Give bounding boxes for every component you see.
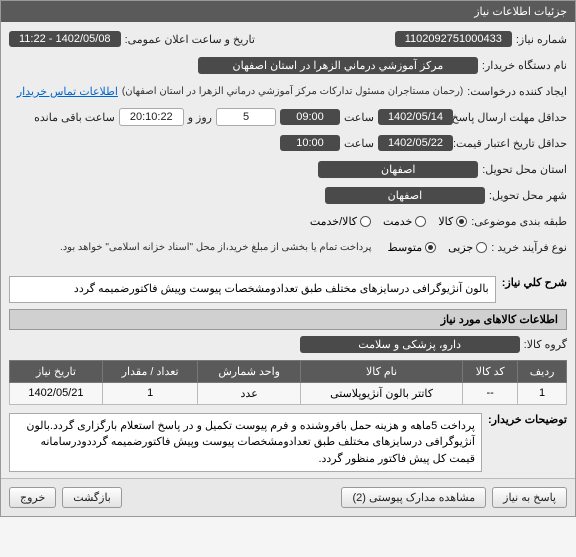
row-group: گروه کالا: دارو، پزشکی و سلامت — [9, 334, 567, 356]
buyer-notes-label: توضیحات خریدار: — [488, 413, 567, 426]
cell-name: کاتتر بالون آنژیوپلاستی — [300, 382, 462, 404]
radio-medium-circle — [425, 242, 436, 253]
payment-note: پرداخت تمام یا بخشی از مبلغ خرید،از محل … — [60, 242, 372, 253]
buyer-label: نام دستگاه خریدار: — [482, 59, 567, 72]
radio-service-label: خدمت — [383, 215, 412, 228]
validity-label: حداقل تاریخ اعتبار قیمت: تا تاریخ: — [457, 137, 567, 150]
validity-date: 1402/05/22 — [378, 135, 453, 151]
goods-section-header: اطلاعات کالاهای مورد نیاز — [9, 309, 567, 330]
need-details-panel: جزئیات اطلاعات نیاز شماره نیاز: 11020927… — [0, 0, 576, 517]
radio-minor[interactable]: جزیی — [448, 241, 487, 254]
radio-both-label: کالا/خدمت — [310, 215, 357, 228]
remaining-suffix: ساعت باقی مانده — [34, 111, 115, 124]
creator-value: (رحمان مستاجران مسئول تدارکات مرکز آموزش… — [122, 86, 463, 97]
buyer-notes-text: پرداخت 5ماهه و هزینه حمل بافروشنده و فرم… — [9, 413, 482, 473]
category-label: طبقه بندی موضوعی: — [471, 215, 567, 228]
back-button[interactable]: بازگشت — [62, 487, 122, 508]
days-and-label: روز و — [188, 111, 212, 124]
contact-link[interactable]: اطلاعات تماس خریدار — [17, 85, 118, 98]
cell-date: 1402/05/21 — [10, 382, 103, 404]
announce-label: تاریخ و ساعت اعلان عمومی: — [125, 33, 255, 46]
panel-title: جزئیات اطلاعات نیاز — [1, 1, 575, 22]
time-label-2: ساعت — [344, 137, 374, 150]
row-city: شهر محل تحویل: اصفهان — [9, 184, 567, 206]
category-radio-group: کالا خدمت کالا/خدمت — [310, 215, 467, 228]
time-remaining: 20:10:22 — [119, 108, 184, 126]
creator-label: ایجاد کننده درخواست: — [467, 85, 567, 98]
radio-goods-label: کالا — [438, 215, 453, 228]
col-name: نام کالا — [300, 360, 462, 382]
button-bar: پاسخ به نیاز مشاهده مدارک پیوستی (2) باز… — [1, 478, 575, 516]
deadline-date: 1402/05/14 — [378, 109, 453, 125]
summary-block: شرح کلي نياز: بالون آنژیوگرافی درسایزهای… — [9, 276, 567, 303]
announce-value: 1402/05/08 - 11:22 — [9, 31, 121, 47]
attachments-button[interactable]: مشاهده مدارک پیوستی (2) — [341, 487, 486, 508]
radio-service[interactable]: خدمت — [383, 215, 426, 228]
radio-goods[interactable]: کالا — [438, 215, 467, 228]
radio-medium[interactable]: متوسط — [388, 241, 437, 254]
respond-button[interactable]: پاسخ به نیاز — [492, 487, 567, 508]
row-need-number: شماره نیاز: 1102092751000433 تاریخ و ساع… — [9, 28, 567, 50]
row-process: نوع فرآیند خرید : جزیی متوسط پرداخت تمام… — [9, 236, 567, 258]
location-label: استان محل تحویل: — [482, 163, 567, 176]
radio-both-circle — [360, 216, 371, 227]
row-deadline: حداقل مهلت ارسال پاسخ: تا تاریخ: 1402/05… — [9, 106, 567, 128]
panel-body: شماره نیاز: 1102092751000433 تاریخ و ساع… — [1, 22, 575, 478]
radio-both[interactable]: کالا/خدمت — [310, 215, 371, 228]
buyer-value: مرکز آموزشي درماني الزهرا در استان اصفها… — [198, 57, 478, 74]
process-label: نوع فرآیند خرید : — [491, 241, 567, 254]
radio-goods-circle — [456, 216, 467, 227]
radio-service-circle — [415, 216, 426, 227]
exit-button[interactable]: خروج — [9, 487, 56, 508]
col-code: کد کالا — [463, 360, 518, 382]
row-creator: ایجاد کننده درخواست: (رحمان مستاجران مسئ… — [9, 80, 567, 102]
row-validity: حداقل تاریخ اعتبار قیمت: تا تاریخ: 1402/… — [9, 132, 567, 154]
row-buyer: نام دستگاه خریدار: مرکز آموزشي درماني ال… — [9, 54, 567, 76]
need-number-value: 1102092751000433 — [395, 31, 512, 47]
cell-row: 1 — [518, 382, 567, 404]
cell-code: -- — [463, 382, 518, 404]
goods-table: ردیف کد کالا نام کالا واحد شمارش تعداد /… — [9, 360, 567, 405]
col-unit: واحد شمارش — [198, 360, 300, 382]
radio-medium-label: متوسط — [388, 241, 423, 254]
table-header-row: ردیف کد کالا نام کالا واحد شمارش تعداد /… — [10, 360, 567, 382]
table-row[interactable]: 1 -- کاتتر بالون آنژیوپلاستی عدد 1 1402/… — [10, 382, 567, 404]
row-category: طبقه بندی موضوعی: کالا خدمت کالا/خدمت — [9, 210, 567, 232]
days-remaining: 5 — [216, 108, 276, 126]
summary-label: شرح کلي نياز: — [502, 276, 567, 289]
buyer-notes-block: توضیحات خریدار: پرداخت 5ماهه و هزینه حمل… — [9, 413, 567, 473]
validity-time: 10:00 — [280, 135, 340, 151]
col-date: تاریخ نیاز — [10, 360, 103, 382]
process-radio-group: جزیی متوسط — [388, 241, 488, 254]
row-location: استان محل تحویل: اصفهان — [9, 158, 567, 180]
city-label: شهر محل تحویل: — [489, 189, 567, 202]
cell-unit: عدد — [198, 382, 300, 404]
col-qty: تعداد / مقدار — [102, 360, 198, 382]
need-number-label: شماره نیاز: — [516, 33, 567, 46]
time-label-1: ساعت — [344, 111, 374, 124]
summary-text: بالون آنژیوگرافی درسایزهای مختلف طبق تعد… — [9, 276, 496, 303]
deadline-label: حداقل مهلت ارسال پاسخ: تا تاریخ: — [457, 111, 567, 124]
group-label: گروه کالا: — [524, 338, 567, 351]
deadline-time: 09:00 — [280, 109, 340, 125]
group-value: دارو، پزشکی و سلامت — [300, 336, 520, 353]
city-value: اصفهان — [325, 187, 485, 204]
col-row: ردیف — [518, 360, 567, 382]
radio-minor-label: جزیی — [448, 241, 473, 254]
radio-minor-circle — [476, 242, 487, 253]
cell-qty: 1 — [102, 382, 198, 404]
location-value: اصفهان — [318, 161, 478, 178]
